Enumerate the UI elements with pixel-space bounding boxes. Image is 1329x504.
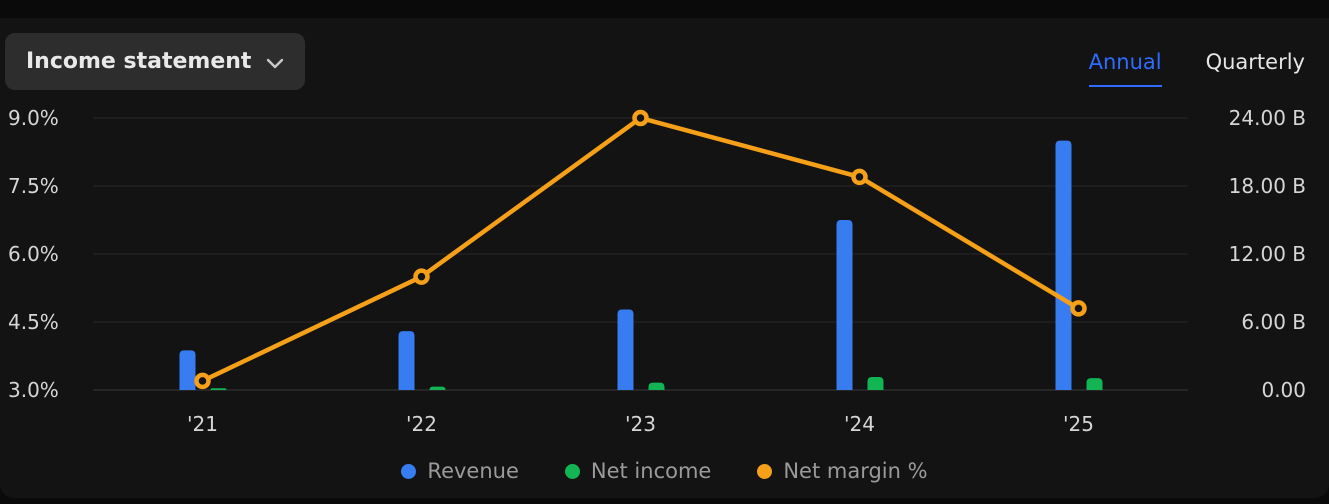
revenue-bar[interactable] [836,220,853,390]
right-axis-label: 24.00 B [1229,106,1306,130]
revenue-bar[interactable] [1055,140,1072,390]
x-axis-label: '22 [406,412,437,436]
legend-item-revenue[interactable]: Revenue [401,459,519,483]
net-margin-point[interactable] [194,372,211,390]
net-income-bar[interactable] [210,388,227,390]
net-margin-point[interactable] [1070,300,1087,317]
left-axis-label: 4.5% [8,310,59,334]
revenue-bar[interactable] [398,331,415,390]
x-axis-label: '25 [1063,412,1094,436]
net-income-bar[interactable] [429,386,446,390]
right-axis-label: 18.00 B [1229,174,1306,198]
net-income-bar[interactable] [1086,378,1103,390]
x-axis-label: '24 [844,412,875,436]
statement-selector-label: Income statement [26,49,252,74]
tab-quarterly[interactable]: Quarterly [1205,50,1305,74]
left-axis-label: 6.0% [8,242,59,266]
right-axis-label: 0.00 [1261,378,1306,402]
net-margin-point[interactable] [413,268,430,285]
chevron-down-icon [267,58,284,68]
net-margin-line [200,115,1081,384]
net-margin-point[interactable] [632,109,649,127]
tab-annual[interactable]: Annual [1088,50,1162,87]
legend-label-net-income: Net income [590,459,712,483]
right-axis-label: 12.00 B [1229,242,1306,266]
revenue-bar[interactable] [179,350,196,390]
right-axis-label: 6.00 B [1241,310,1306,334]
left-axis-label: 9.0% [8,106,59,130]
legend: Revenue Net income Net margin % [0,459,1329,483]
net-income-legend-dot [564,463,580,479]
x-axis-label: '23 [625,412,656,436]
left-axis-label: 7.5% [8,174,59,198]
legend-item-net-income[interactable]: Net income [564,459,712,483]
left-axis-label: 3.0% [8,378,59,402]
x-axis-label: '21 [187,412,218,436]
net-income-bar[interactable] [867,376,884,390]
income-statement-panel [0,18,1329,498]
period-tabs: Annual Quarterly [1088,50,1305,87]
legend-item-net-margin[interactable]: Net margin % [757,459,928,483]
legend-label-revenue: Revenue [427,459,519,483]
net-margin-legend-dot [757,463,773,479]
statement-selector-button[interactable]: Income statement [5,33,306,90]
net-margin-point[interactable] [851,168,868,186]
net-income-bar[interactable] [648,382,665,390]
revenue-bar[interactable] [617,309,634,390]
revenue-legend-dot [401,463,417,479]
legend-label-net-margin: Net margin % [783,459,928,483]
